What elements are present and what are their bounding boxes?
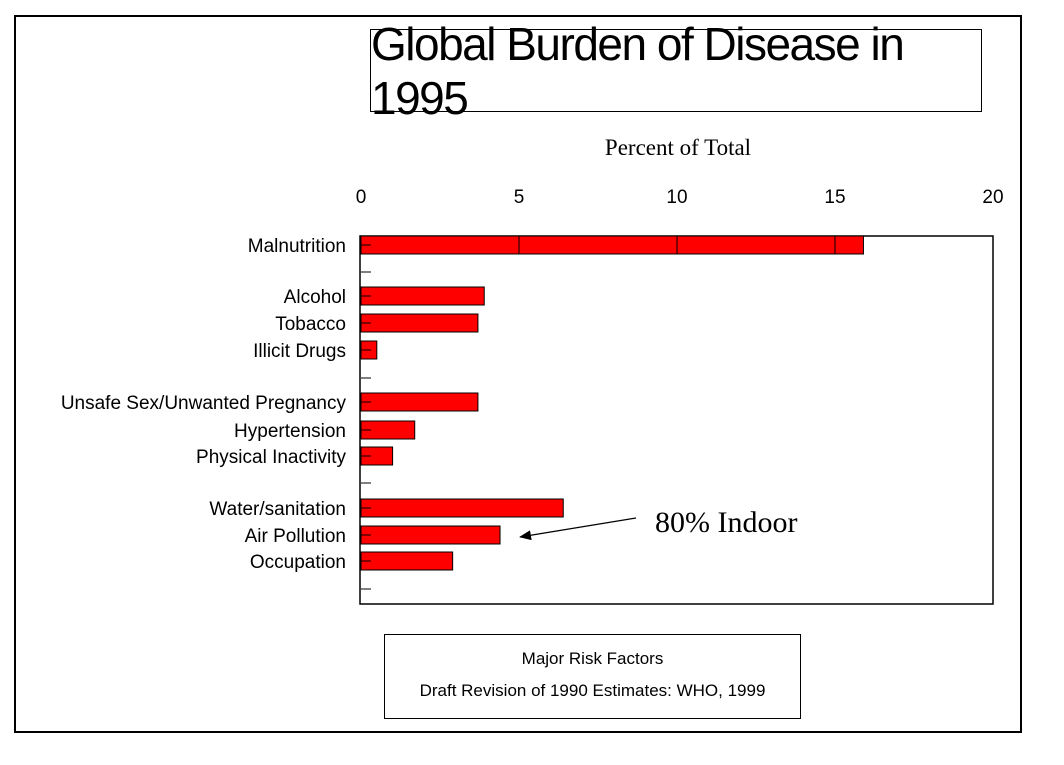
- source-note-citation: Draft Revision of 1990 Estimates: WHO, 1…: [419, 681, 766, 700]
- x-tick-label: 10: [666, 187, 687, 208]
- annotations: 80% Indoor: [519, 506, 797, 541]
- category-label: Water/sanitation: [209, 499, 346, 520]
- category-label: Air Pollution: [245, 526, 346, 547]
- annotation-text: 80% Indoor: [655, 506, 797, 539]
- category-label: Hypertension: [234, 421, 346, 442]
- category-label: Tobacco: [275, 314, 346, 335]
- source-note-title: Major Risk Factors: [521, 649, 664, 668]
- category-label: Malnutrition: [248, 236, 346, 257]
- bar-malnutrition: [360, 235, 864, 255]
- source-note-box: Major Risk Factors Draft Revision of 199…: [384, 634, 801, 719]
- category-label: Illicit Drugs: [253, 341, 346, 362]
- x-tick-label: 20: [982, 187, 1003, 208]
- bar-occupation: [360, 551, 454, 571]
- chart-title-box: Global Burden of Disease in 1995: [370, 18, 982, 124]
- bar-unsafe-sex-unwanted-pregnancy: [360, 392, 479, 412]
- chart-title: Global Burden of Disease in 1995: [371, 17, 905, 124]
- x-tick-label: 15: [824, 187, 845, 208]
- x-axis-title: Percent of Total: [605, 135, 751, 160]
- category-label: Alcohol: [284, 287, 346, 308]
- bar-water-sanitation: [360, 498, 564, 518]
- annotation-arrow: [519, 517, 637, 541]
- category-labels: Malnutrition Alcohol Tobacco Illicit Drugs U…: [61, 236, 347, 573]
- bar-air-pollution: [360, 525, 501, 545]
- bar-alcohol: [360, 286, 485, 306]
- chart-frame: [14, 15, 1022, 733]
- bar-tobacco: [360, 313, 479, 333]
- x-tick-label: 5: [514, 187, 525, 208]
- x-tick-label: 0: [356, 187, 367, 208]
- category-label: Unsafe Sex/Unwanted Pregnancy: [61, 393, 347, 414]
- category-label: Physical Inactivity: [196, 447, 346, 468]
- category-label: Occupation: [250, 552, 346, 573]
- bars-group: [360, 235, 864, 590]
